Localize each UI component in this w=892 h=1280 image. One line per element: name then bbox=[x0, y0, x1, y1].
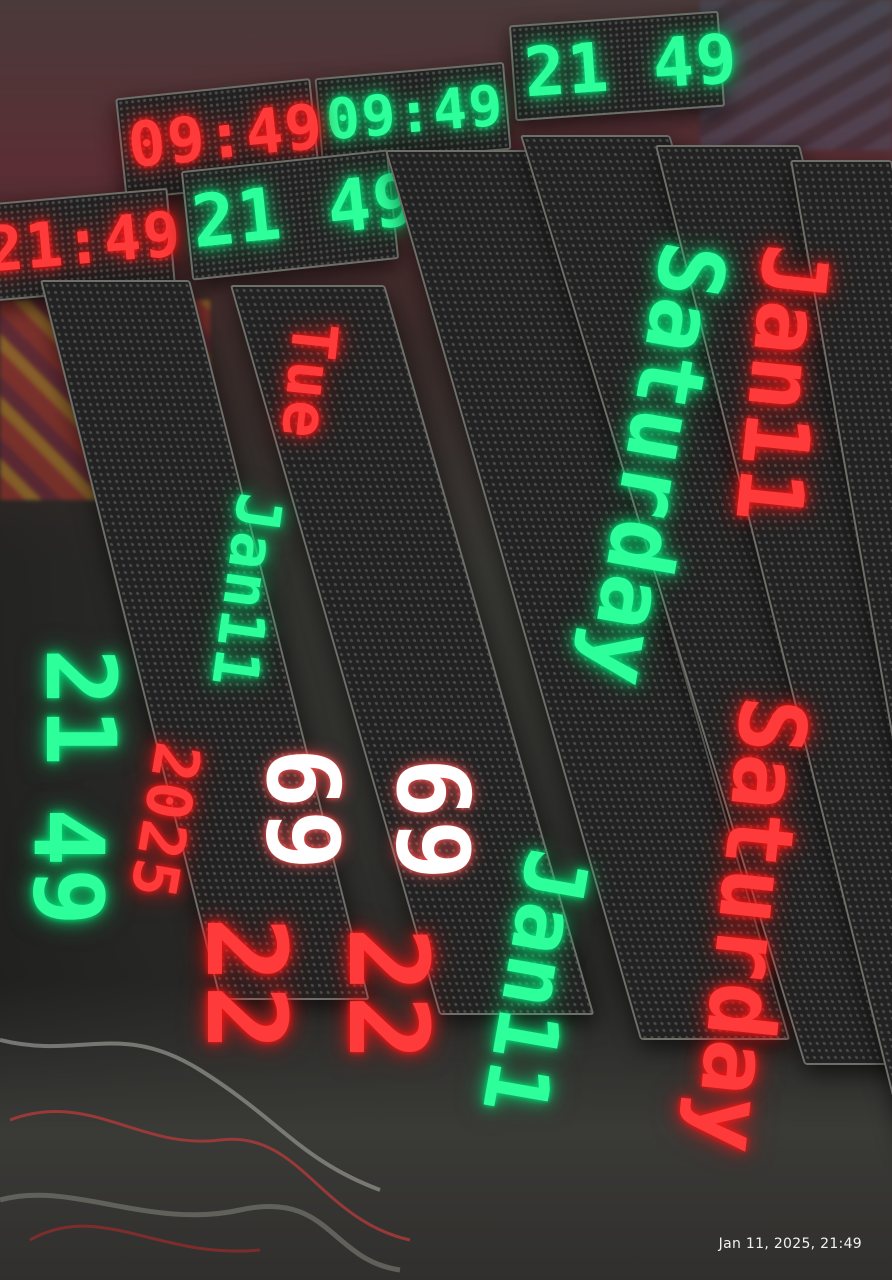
blue-cloth bbox=[700, 0, 892, 150]
clock-display-green-left: 21 49 bbox=[180, 149, 422, 281]
clock-display-text: 09:49 bbox=[323, 73, 508, 154]
strip-1-text-top: 21 bbox=[23, 648, 136, 768]
photo-timestamp: Jan 11, 2025, 21:49 bbox=[718, 1236, 862, 1252]
strip-4-text-white: 69 bbox=[374, 757, 492, 883]
clock-display-far-green: 21 49 bbox=[508, 10, 741, 122]
strip-1-text-bottom: 49 bbox=[11, 808, 124, 928]
cables bbox=[0, 1038, 411, 1273]
strip-6-text-top: Jan11 bbox=[714, 239, 848, 531]
clock-display-text: 21 49 bbox=[187, 156, 423, 265]
clock-display-text: 21:49 bbox=[0, 196, 186, 287]
strip-3-text-white: 69 bbox=[244, 747, 362, 873]
clock-display-text: 21 49 bbox=[521, 19, 742, 114]
strip-2-text-top: Tue bbox=[267, 318, 352, 444]
